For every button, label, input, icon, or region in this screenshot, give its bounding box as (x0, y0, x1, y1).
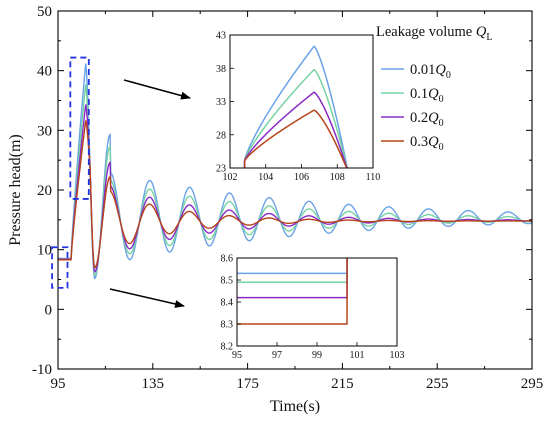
inset-top-peak: 102 104 106 108 110 23 28 33 38 43 (216, 31, 380, 184)
inset-bottom-series-line-0.1 (237, 258, 348, 283)
inset-bottom-series-line-0.2 (237, 258, 348, 299)
inset-top-x-tick-label: 110 (366, 172, 381, 183)
inset-bottom-x-tick-label: 99 (312, 350, 322, 361)
legend-label-sub: 0 (439, 118, 444, 129)
inset-bottom-series-group (237, 258, 348, 325)
inset-bottom-y-tick-label: 8.3 (221, 320, 234, 331)
legend-label-coefficient: 0.01 (410, 62, 435, 78)
legend-label-sub: 0 (439, 142, 444, 153)
y-tick-label: 20 (37, 183, 52, 199)
zoom-box-initial (51, 246, 69, 289)
inset-bottom-series-line-0.3 (237, 258, 348, 325)
inset-top-x-tick-label: 108 (330, 172, 345, 183)
inset-bottom-initial: 95 97 99 101 103 8.2 8.3 8.4 8.5 8.6 (221, 254, 405, 362)
inset-top-y-tick-label: 23 (216, 164, 226, 175)
inset-bottom-y-tick-label: 8.6 (221, 254, 234, 265)
x-tick-label: 175 (236, 376, 259, 392)
legend-label-symbol: Q (428, 134, 439, 150)
inset-top-series-line-0.3 (243, 109, 348, 168)
legend-title-prefix: Leakage volume (376, 24, 476, 40)
inset-top-series-line-0.2 (243, 91, 348, 168)
zoom-arrow-peak (123, 79, 191, 100)
y-tick-label: 40 (37, 64, 52, 80)
legend-label-coefficient: 0.2 (410, 110, 428, 126)
inset-top-y-tick-label: 38 (216, 64, 226, 75)
x-tick-label: 295 (521, 376, 544, 392)
zoom-annotations (51, 56, 191, 308)
inset-top-series-group (243, 45, 349, 168)
legend-label: 0.1Q0 (410, 86, 444, 105)
y-tick-label: 50 (37, 4, 52, 20)
inset-top-x-tick-label: 102 (223, 172, 238, 183)
legend-label: 0.2Q0 (410, 110, 444, 129)
y-tick-label: 30 (37, 123, 52, 139)
legend-label-symbol: Q (428, 86, 439, 102)
y-axis-title: Pressure head(m) (7, 134, 24, 246)
x-tick-label: 215 (331, 376, 354, 392)
inset-top-x-tick-label: 106 (294, 172, 309, 183)
x-tick-label: 95 (51, 376, 66, 392)
inset-bottom-x-tick-label: 101 (350, 350, 365, 361)
legend-label-sub: 0 (446, 70, 451, 81)
inset-top-series-line-0.1 (243, 68, 348, 168)
legend-label-coefficient: 0.3 (410, 134, 428, 150)
y-tick-label: 10 (37, 243, 52, 259)
inset-bottom-background (237, 258, 397, 346)
x-tick-label: 135 (142, 376, 165, 392)
legend-title-sub: L (486, 32, 492, 43)
inset-bottom-y-tick-label: 8.5 (221, 276, 234, 287)
legend-title: Leakage volume QL (376, 24, 492, 43)
main-series-group (58, 63, 533, 280)
legend-label: 0.01Q0 (410, 62, 451, 81)
inset-bottom-y-tick-label: 8.4 (221, 298, 234, 309)
legend-title-symbol: Q (476, 24, 487, 40)
inset-top-y-tick-label: 33 (216, 97, 226, 108)
y-tick-label: 0 (45, 302, 53, 318)
x-tick-label: 255 (426, 376, 449, 392)
inset-top-y-tick-label: 28 (216, 130, 226, 141)
inset-bottom-x-tick-label: 103 (390, 350, 405, 361)
inset-bottom-x-tick-label: 97 (272, 350, 282, 361)
y-tick-label: -10 (32, 362, 52, 378)
legend-label-symbol: Q (428, 110, 439, 126)
series-line-0.3 (58, 120, 533, 269)
inset-bottom-series-line-0.01 (237, 258, 348, 275)
legend-label-symbol: Q (435, 62, 446, 78)
inset-top-y-tick-label: 43 (216, 31, 226, 42)
inset-top-series-line-0.01 (243, 45, 349, 168)
legend-label-coefficient: 0.1 (410, 86, 428, 102)
legend-label-sub: 0 (439, 94, 444, 105)
x-axis-title: Time(s) (270, 398, 320, 415)
inset-top-x-tick-label: 104 (258, 172, 273, 183)
inset-bottom-y-tick-label: 8.2 (221, 342, 234, 353)
inset-bottom-x-tick-label: 95 (232, 350, 242, 361)
zoom-arrow-initial (109, 288, 185, 308)
legend-label: 0.3Q0 (410, 134, 444, 153)
